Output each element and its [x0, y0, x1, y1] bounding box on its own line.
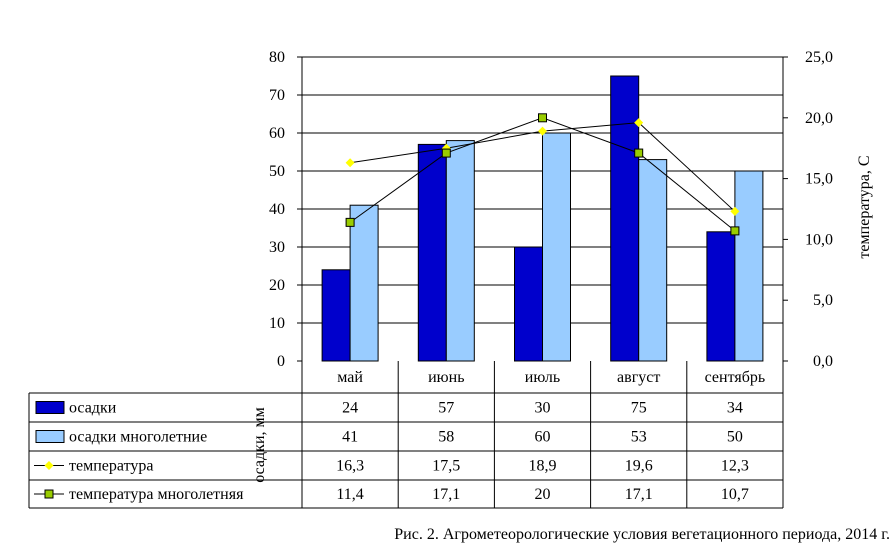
bar-osadki-mnogoletnie [734, 170, 764, 362]
category-label: июнь [428, 369, 464, 386]
point-temperatura-mnogoletnyaya [730, 226, 740, 236]
data-label: 53 [631, 429, 647, 446]
data-label: 17,1 [432, 486, 460, 503]
bar-osadki-mnogoletnie [638, 159, 668, 362]
right-axis-ticks: 0,0 5,0 10,0 15,0 20,0 25,0 [783, 49, 833, 370]
figure-caption: Рис. 2. Агрометеорологические условия ве… [394, 526, 890, 543]
data-label: 75 [631, 400, 647, 417]
point-temperatura-mnogoletnyaya [634, 148, 644, 158]
data-label: 18,9 [529, 458, 557, 475]
data-label: 41 [342, 429, 358, 446]
data-label: 24 [342, 400, 358, 417]
data-label: 20 [535, 486, 551, 503]
right-tick-label: 20,0 [805, 110, 833, 127]
left-tick-label: 30 [269, 239, 285, 256]
data-label: 57 [438, 400, 454, 417]
point-temperatura-mnogoletnyaya [538, 113, 547, 123]
category-label: май [337, 369, 363, 386]
bar-marks [321, 75, 764, 362]
right-tick-label: 5,0 [813, 292, 833, 309]
left-tick-label: 0 [277, 353, 285, 370]
data-label: 60 [535, 429, 551, 446]
category-label: сентябрь [705, 369, 766, 386]
bar-osadki [514, 246, 543, 362]
legend-label: осадки многолетние [69, 429, 207, 446]
point-temperatura [538, 126, 547, 136]
data-label: 34 [727, 400, 743, 417]
y2-axis-label: температура, С [856, 155, 873, 258]
right-tick-label: 10,0 [805, 231, 833, 248]
point-temperatura [345, 158, 355, 168]
data-label: 16,3 [336, 458, 364, 475]
point-temperatura-mnogoletnyaya [345, 217, 355, 227]
line-series [345, 113, 740, 236]
bar-osadki [417, 143, 447, 362]
left-tick-label: 70 [269, 87, 285, 104]
chart: 0 10 20 30 40 50 60 70 80 0,0 5,0 10,0 15,0 20,0 25,0… [28, 49, 873, 509]
data-label: 11,4 [336, 486, 363, 503]
category-label: август [617, 369, 660, 386]
left-tick-label: 10 [269, 315, 285, 332]
category-label: июль [525, 369, 560, 386]
right-tick-label: 0,0 [813, 353, 833, 370]
bar-osadki-mnogoletnie [542, 132, 571, 362]
right-tick-label: 15,0 [805, 171, 833, 188]
data-label: 12,3 [721, 458, 749, 475]
right-tick-label: 25,0 [805, 49, 833, 66]
data-label: 19,6 [625, 458, 653, 475]
data-label: 10,7 [721, 486, 749, 503]
left-tick-label: 20 [269, 277, 285, 294]
data-label: 30 [535, 400, 551, 417]
y-axis-label: осадки, мм [251, 407, 268, 483]
legend-key-bar [35, 430, 65, 443]
point-temperatura [730, 206, 740, 216]
point-temperatura-mnogoletnyaya [441, 148, 451, 158]
bar-osadki [321, 269, 351, 362]
data-label: 17,1 [625, 486, 653, 503]
legend-key-marker [44, 489, 54, 499]
left-tick-label: 80 [269, 49, 285, 66]
data-label: 58 [438, 429, 454, 446]
data-table: май июнь июль август сентябрь осадки 24 57 30 75 3… [28, 361, 784, 509]
data-label: 50 [727, 429, 743, 446]
left-axis-ticks: 0 10 20 30 40 50 60 70 80 [269, 49, 302, 370]
left-tick-label: 60 [269, 125, 285, 142]
left-tick-label: 50 [269, 163, 285, 180]
legend-key-bar [35, 401, 65, 414]
data-label: 17,5 [432, 458, 460, 475]
legend-label: температура многолетняя [69, 486, 244, 503]
bar-osadki-mnogoletnie [445, 140, 475, 362]
left-tick-label: 40 [269, 201, 285, 218]
legend-label: осадки [69, 400, 117, 417]
bar-osadki-mnogoletnie [349, 204, 379, 362]
point-temperatura [634, 118, 644, 128]
bar-osadki [610, 75, 640, 362]
legend-key-marker [44, 461, 54, 470]
legend-label: температура [69, 458, 153, 475]
bar-osadki [706, 231, 736, 362]
